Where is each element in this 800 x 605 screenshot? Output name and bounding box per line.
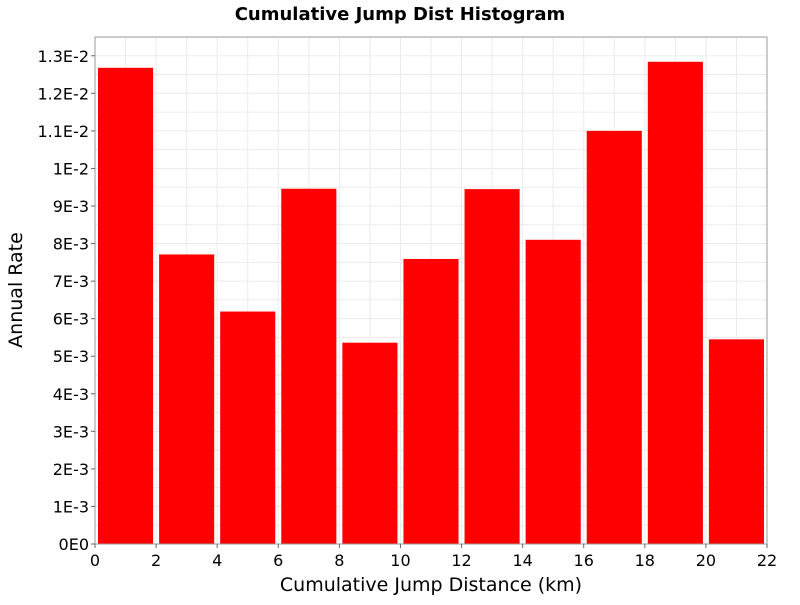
x-tick-label: 10 xyxy=(390,551,410,570)
histogram-bar xyxy=(159,254,215,545)
x-tick-label: 14 xyxy=(512,551,532,570)
y-tick-label: 3E-3 xyxy=(53,422,89,441)
histogram-bar xyxy=(403,258,459,544)
y-tick-label: 0E0 xyxy=(59,535,89,554)
y-tick-label: 9E-3 xyxy=(53,197,89,216)
x-axis-ticks: 0 2 4 6 8 10 12 14 16 18 20 22 xyxy=(90,544,777,570)
histogram-bar xyxy=(220,311,276,544)
y-tick-label: 1.3E-2 xyxy=(37,47,89,66)
y-axis-ticks: 0E0 1E-3 2E-3 3E-3 4E-3 5E-3 6E-3 7E-3 8E-3 9E-3 1… xyxy=(37,47,95,554)
y-tick-label: 4E-3 xyxy=(53,385,89,404)
histogram-bar xyxy=(98,67,154,544)
y-tick-label: 7E-3 xyxy=(53,272,89,291)
histogram-bar xyxy=(647,61,703,544)
y-tick-label: 5E-3 xyxy=(53,347,89,366)
y-axis-label: Annual Rate xyxy=(5,232,27,348)
histogram-bar xyxy=(281,188,337,545)
histogram-bar xyxy=(586,130,642,544)
x-tick-label: 12 xyxy=(451,551,471,570)
y-tick-label: 6E-3 xyxy=(53,310,89,329)
y-tick-label: 1.2E-2 xyxy=(37,84,89,103)
histogram-bar xyxy=(342,342,398,544)
y-tick-label: 1.1E-2 xyxy=(37,122,89,141)
y-tick-label: 8E-3 xyxy=(53,235,89,254)
y-tick-label: 1E-3 xyxy=(53,497,89,516)
x-axis-label: Cumulative Jump Distance (km) xyxy=(280,574,582,596)
chart-title: Cumulative Jump Dist Histogram xyxy=(235,4,566,25)
x-tick-label: 18 xyxy=(635,551,655,570)
x-tick-label: 6 xyxy=(273,551,283,570)
x-tick-label: 4 xyxy=(212,551,222,570)
x-tick-label: 16 xyxy=(574,551,594,570)
histogram-bar xyxy=(464,189,520,544)
x-tick-label: 8 xyxy=(334,551,344,570)
x-tick-label: 20 xyxy=(696,551,716,570)
x-tick-label: 0 xyxy=(90,551,100,570)
x-tick-label: 2 xyxy=(151,551,161,570)
histogram-bar xyxy=(525,239,581,545)
x-tick-label: 22 xyxy=(757,551,777,570)
y-tick-label: 2E-3 xyxy=(53,460,89,479)
plot-frame xyxy=(94,36,768,545)
histogram-bar xyxy=(708,339,764,544)
y-tick-label: 1E-2 xyxy=(53,159,89,178)
bars xyxy=(98,61,764,545)
